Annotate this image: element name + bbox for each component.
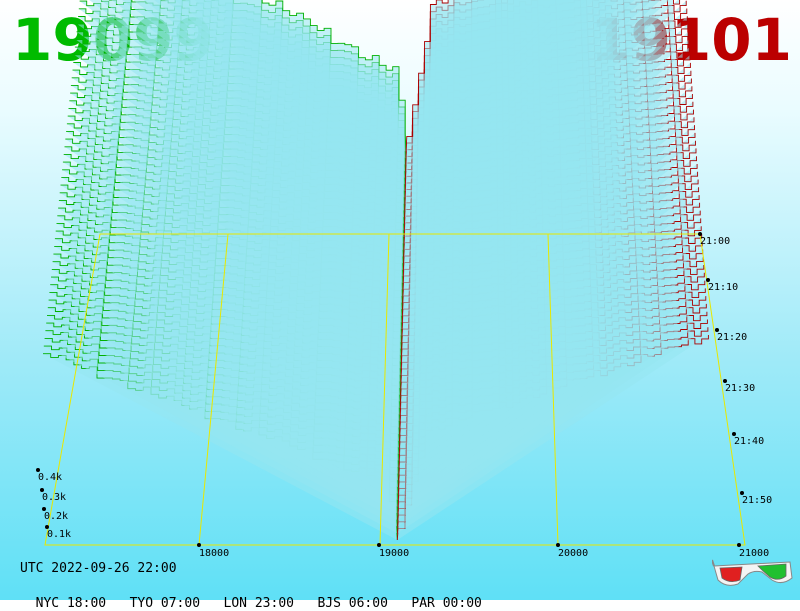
time-tick-label: 21:30	[725, 383, 755, 394]
price-tick-mark	[737, 543, 741, 547]
time-tick-mark	[732, 432, 736, 436]
volume-tick-label: 0.2k	[44, 511, 68, 522]
depth-slices	[43, 0, 709, 541]
utc-time: UTC 2022-09-26 22:00	[20, 561, 177, 576]
bid-slice	[214, 0, 407, 153]
price-tick-label: 21000	[739, 548, 769, 559]
depth-chart: 18000 19000 20000 21000 0.1k 0.2k 0.3k 0.4k 21…	[36, 0, 772, 559]
time-tick-label: 21:10	[708, 282, 738, 293]
volume-tick-label: 0.1k	[47, 529, 71, 540]
clock-tyo: TYO 07:00	[129, 596, 201, 611]
price-axis: 18000 19000 20000 21000	[197, 543, 769, 559]
chart-frame	[44, 233, 746, 546]
volume-tick-mark	[45, 525, 49, 529]
clock-lon: LON 23:00	[223, 596, 294, 611]
ask-slice	[405, 0, 556, 153]
volume-axis: 0.1k 0.2k 0.3k 0.4k	[36, 468, 71, 540]
time-axis: 21:00 21:10 21:20 21:30 21:40 21:50	[698, 232, 772, 506]
price-gridline	[379, 233, 390, 546]
3d-glasses-icon[interactable]	[712, 558, 794, 590]
clock-par: PAR 00:00	[411, 596, 482, 611]
time-tick-label: 21:40	[734, 436, 764, 447]
price-tick-label: 19000	[379, 548, 409, 559]
volume-tick-label: 0.4k	[38, 472, 62, 483]
time-tick-label: 21:50	[742, 495, 772, 506]
world-clocks: NYC 18:00 TYO 07:00 LON 23:00 BJS 06:00 …	[20, 581, 482, 611]
price-tick-mark	[197, 543, 201, 547]
volume-tick-mark	[40, 488, 44, 492]
time-tick-label: 21:00	[700, 236, 730, 247]
price-tick-label: 20000	[558, 548, 588, 559]
price-gridline	[198, 233, 229, 546]
chart-floor	[44, 233, 746, 546]
clock-bjs: BJS 06:00	[317, 596, 388, 611]
time-tick-mark	[740, 491, 744, 495]
price-gridline	[547, 233, 559, 546]
time-tick-mark	[706, 278, 710, 282]
price-tick-mark	[377, 543, 381, 547]
volume-tick-label: 0.3k	[42, 492, 66, 503]
volume-tick-mark	[36, 468, 40, 472]
volume-tick-mark	[42, 507, 46, 511]
price-tick-label: 18000	[199, 548, 229, 559]
price-tick-mark	[556, 543, 560, 547]
time-tick-label: 21:20	[717, 332, 747, 343]
time-tick-mark	[723, 379, 727, 383]
time-tick-mark	[698, 232, 702, 236]
clock-nyc: NYC 18:00	[35, 596, 107, 611]
time-tick-mark	[715, 328, 719, 332]
